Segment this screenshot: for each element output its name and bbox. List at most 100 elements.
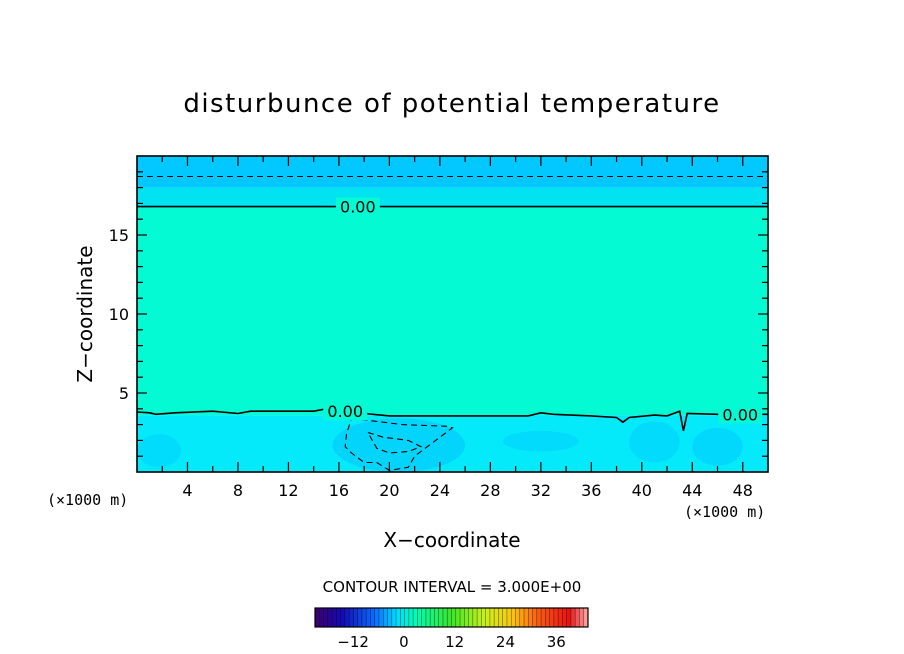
colorbar-segment xyxy=(541,608,546,627)
contour-line-1 xyxy=(137,407,768,432)
contour-label-bg-2 xyxy=(718,405,763,424)
colorbar-segment xyxy=(396,608,401,627)
colorbar-segment xyxy=(391,608,397,627)
colorbar-segment xyxy=(357,608,363,627)
contour-label-0: 0.00 xyxy=(340,198,376,217)
colorbar-tick-label: 0 xyxy=(399,633,409,651)
colorbar-segment xyxy=(485,608,491,627)
contour-line-4 xyxy=(367,431,423,454)
colorbar-segment xyxy=(558,608,563,627)
colorbar-segment xyxy=(570,608,576,627)
x-tick-label: 48 xyxy=(733,481,753,500)
colorbar-segment xyxy=(566,608,572,627)
colorbar-segment xyxy=(549,608,555,627)
colorbar-segment xyxy=(378,608,384,627)
colorbar-segment xyxy=(370,608,376,627)
shade-layer-0 xyxy=(137,156,768,188)
colorbar-segment xyxy=(519,608,525,627)
colorbar-segment xyxy=(579,608,585,627)
x-unit-label-right: (×1000 m) xyxy=(684,503,765,521)
colorbar-segment xyxy=(545,608,551,627)
colorbar-tick-label: 12 xyxy=(445,633,464,651)
colorbar-tick-label: −12 xyxy=(337,633,369,651)
x-tick-label: 16 xyxy=(329,481,349,500)
colorbar-frame xyxy=(314,607,589,628)
colorbar-segment xyxy=(498,608,504,627)
colorbar-tick-label: 24 xyxy=(496,633,515,651)
colorbar-segment xyxy=(481,608,487,627)
colorbar-segment xyxy=(336,608,341,627)
colorbar-segment xyxy=(383,608,388,627)
colorbar-segment xyxy=(319,608,324,627)
y-axis-label: Z−coordinate xyxy=(73,245,97,382)
colorbar-segment xyxy=(468,608,474,627)
colorbar-segment xyxy=(575,608,580,627)
colorbar: −12 0 12 24 36 xyxy=(314,607,589,651)
x-unit-label-left: (×1000 m) xyxy=(47,491,128,509)
shade-patch-3 xyxy=(629,421,680,463)
colorbar-segment xyxy=(455,608,461,627)
contour-line-3 xyxy=(344,417,454,471)
x-tick-label: 36 xyxy=(581,481,601,500)
y-tick-label: 10 xyxy=(109,305,129,324)
x-tick-label: 12 xyxy=(278,481,298,500)
colorbar-tick-label: 36 xyxy=(547,633,566,651)
colorbar-segment xyxy=(417,608,423,627)
colorbar-segment xyxy=(349,608,354,627)
colorbar-segment xyxy=(332,608,337,627)
colorbar-segment xyxy=(374,608,380,627)
colorbar-segment xyxy=(442,608,448,627)
colorbar-segment xyxy=(344,608,350,627)
x-tick-label: 24 xyxy=(430,481,450,500)
colorbar-segment xyxy=(583,608,589,627)
x-tick-label: 40 xyxy=(632,481,652,500)
colorbar-segment xyxy=(340,608,346,627)
colorbar-segment xyxy=(532,608,538,627)
shade-layer-1 xyxy=(137,187,768,207)
colorbar-segment xyxy=(434,608,440,627)
colorbar-segment xyxy=(408,608,414,627)
colorbar-segment xyxy=(366,608,371,627)
colorbar-segment xyxy=(524,608,529,627)
colorbar-segment xyxy=(451,608,457,627)
shade-layer-2 xyxy=(137,206,768,416)
colorbar-segment xyxy=(489,608,495,627)
colorbar-segment xyxy=(562,608,568,627)
contour-interval-text: CONTOUR INTERVAL = 3.000E+00 xyxy=(323,578,582,596)
colorbar-segment xyxy=(477,608,482,627)
colorbar-segment xyxy=(327,608,333,627)
shade-patch-2 xyxy=(502,430,579,452)
x-tick-label: 28 xyxy=(480,481,500,500)
colorbar-segment xyxy=(464,608,469,627)
shade-patch-0 xyxy=(137,434,182,468)
x-tick-label: 8 xyxy=(233,481,243,500)
colorbar-segment xyxy=(438,608,444,627)
x-axis-label: X−coordinate xyxy=(383,528,520,552)
shade-patch-1 xyxy=(332,418,466,472)
shade-patch-4 xyxy=(692,427,743,466)
colorbar-segment xyxy=(536,608,542,627)
colorbar-segment xyxy=(413,608,418,627)
colorbar-segment xyxy=(494,608,499,627)
contour-label-2: 0.00 xyxy=(722,405,758,424)
colorbar-segment xyxy=(425,608,431,627)
colorbar-segment xyxy=(387,608,393,627)
contour-label-1: 0.00 xyxy=(327,402,363,421)
colorbar-segment xyxy=(528,608,533,627)
colorbar-segment xyxy=(447,608,452,627)
contour-label-bg-1 xyxy=(323,402,368,421)
colorbar-segment xyxy=(502,608,508,627)
colorbar-segment xyxy=(515,608,521,627)
colorbar-segment xyxy=(553,608,559,627)
y-tick-label: 5 xyxy=(119,384,129,403)
x-tick-label: 4 xyxy=(182,481,192,500)
colorbar-segment xyxy=(315,608,320,627)
contour-label-bg-0 xyxy=(335,197,380,216)
x-tick-label: 20 xyxy=(379,481,399,500)
colorbar-segment xyxy=(430,608,435,627)
x-tick-label: 44 xyxy=(682,481,702,500)
colorbar-segment xyxy=(472,608,478,627)
colorbar-segment xyxy=(511,608,516,627)
